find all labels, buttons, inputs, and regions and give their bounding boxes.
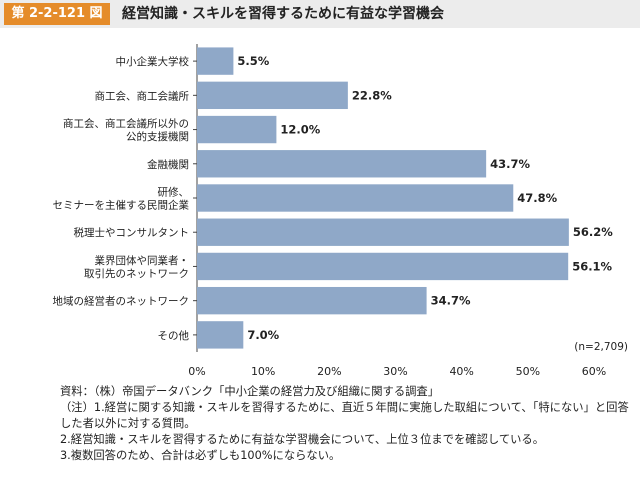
bar [197, 184, 514, 212]
category-label: 地域の経営者のネットワーク [53, 295, 190, 308]
category-label: 商工会、商工会議所以外の [63, 117, 189, 130]
category-label: 税理士やコンサルタント [74, 226, 190, 239]
value-label: 34.7% [431, 294, 471, 308]
x-tick-label: 40% [449, 365, 473, 378]
bar [197, 286, 427, 315]
category-label: セミナーを主催する民間企業 [53, 199, 190, 212]
bar [197, 252, 569, 281]
bar [197, 150, 487, 178]
x-tick-label: 30% [383, 365, 407, 378]
bar [197, 81, 348, 110]
x-tick-label: 20% [317, 365, 341, 378]
category-label: 中小企業大学校 [116, 55, 190, 68]
bar [197, 47, 234, 75]
category-label: その他 [158, 329, 190, 342]
sample-size-annotation: (n=2,709) [574, 341, 628, 353]
value-label: 7.0% [247, 328, 279, 342]
figure-notes: 資料：（株）帝国データバンク「中小企業の経営力及び組織に関する調査」 （注）1.… [60, 384, 635, 464]
value-label: 56.1% [572, 259, 612, 273]
note-1: （注）1.経営に関する知識・スキルを習得するために、直近５年間に実施した取組につ… [60, 401, 629, 430]
category-label: 業界団体や同業者・ [95, 254, 190, 267]
figure-title: 経営知識・スキルを習得するために有益な学習機会 [122, 6, 444, 22]
bar [197, 218, 569, 246]
category-label: 公的支援機関 [126, 130, 189, 143]
value-label: 47.8% [517, 191, 557, 205]
x-tick-label: 0% [188, 365, 205, 378]
note-3: 3.複数回答のため、合計は必ずしも100%にならない。 [60, 449, 341, 462]
category-label: 商工会、商工会議所 [95, 89, 190, 102]
source-note: 資料：（株）帝国データバンク「中小企業の経営力及び組織に関する調査」 [60, 385, 440, 398]
x-tick-label: 60% [582, 365, 606, 378]
figure-number: 第 2-2-121 図 [4, 3, 110, 25]
value-label: 5.5% [237, 54, 269, 68]
x-tick-label: 50% [516, 365, 540, 378]
value-label: 22.8% [352, 88, 392, 102]
bar [197, 115, 277, 144]
category-label: 取引先のネットワーク [84, 267, 189, 280]
note-2: 2.経営知識・スキルを習得するために有益な学習機会について、上位３位までを確認し… [60, 433, 545, 446]
figure-header: 第 2-2-121 図 経営知識・スキルを習得するために有益な学習機会 [0, 0, 640, 28]
bar [197, 321, 244, 349]
x-tick-label: 10% [251, 365, 275, 378]
category-label: 研修、 [158, 186, 190, 199]
value-label: 43.7% [490, 157, 530, 171]
value-label: 12.0% [280, 123, 320, 137]
bar-chart: 5.5% 中小企業大学校 22.8% 商工会、商工会議所 12.0% 商工会、商工会議所以… [53, 44, 628, 378]
value-label: 56.2% [573, 225, 613, 239]
category-label: 金融機関 [147, 158, 189, 171]
